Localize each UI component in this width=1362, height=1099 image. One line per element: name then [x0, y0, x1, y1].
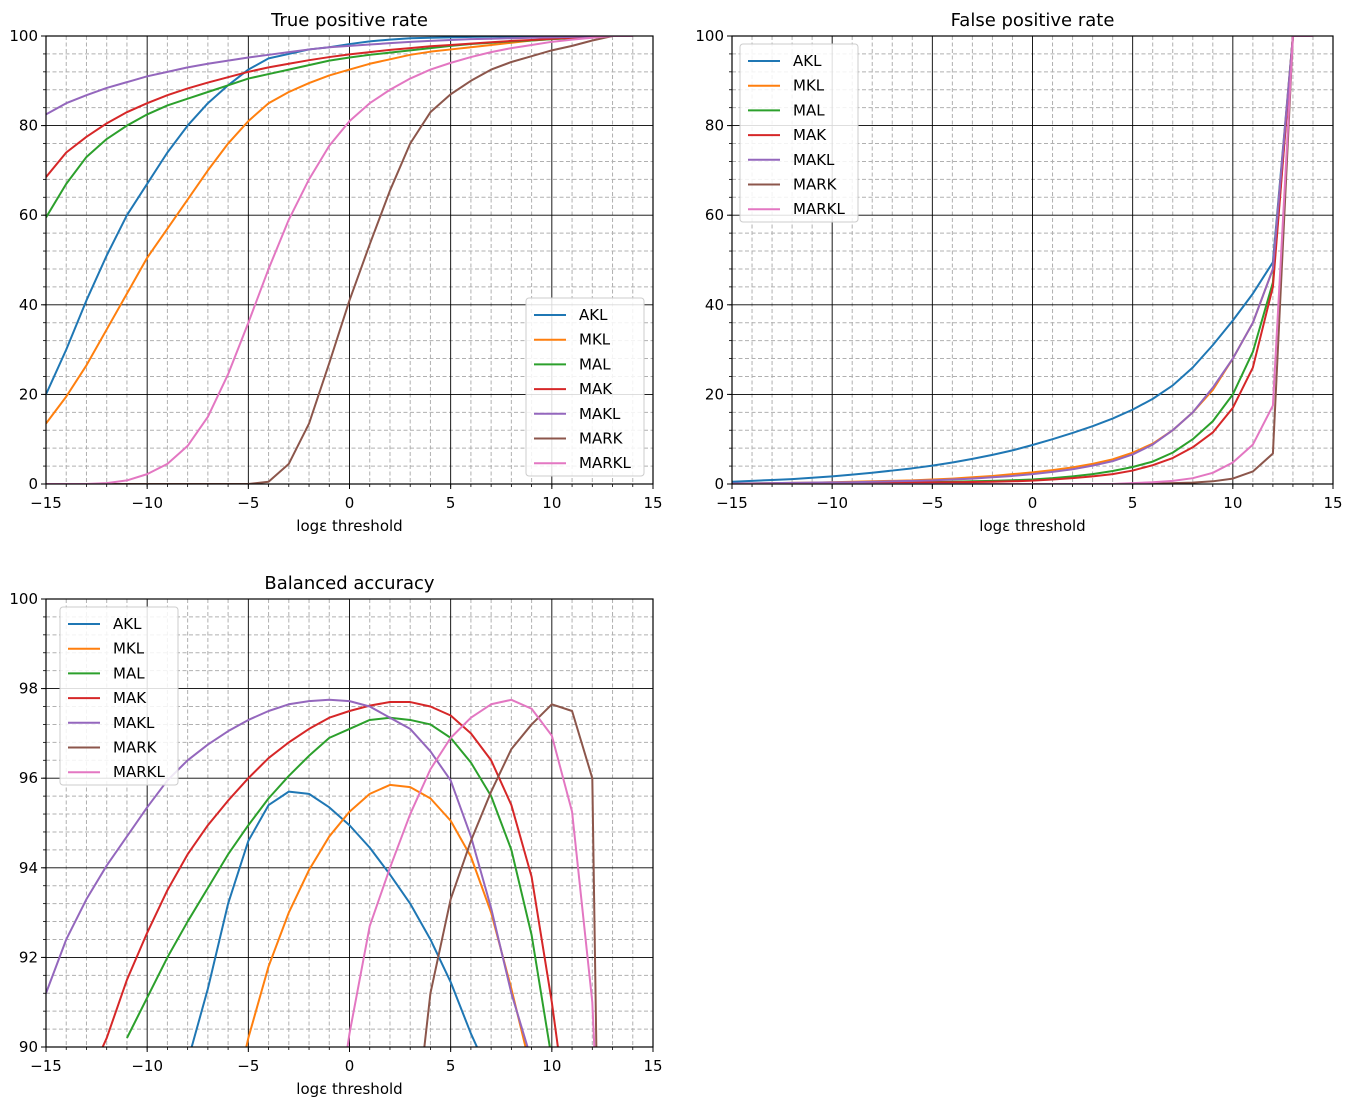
- legend-label-mark: MARK: [579, 430, 624, 448]
- legend-label-mkl: MKL: [793, 77, 825, 95]
- legend: AKL MKL MAL MAK MAKL MARK MARKL: [59, 606, 179, 786]
- legend-label-akl: AKL: [113, 615, 142, 633]
- x-tick-label: 0: [1028, 494, 1038, 512]
- y-tick-label: 0: [714, 475, 724, 493]
- x-tick-label: −10: [131, 1057, 163, 1075]
- y-tick-label: 100: [9, 590, 38, 608]
- series-line-markl: [732, 36, 1313, 484]
- y-tick-label: 60: [705, 206, 724, 224]
- legend-label-makl: MAKL: [113, 714, 155, 732]
- series-line-akl: [190, 790, 478, 1047]
- x-tick-label: 10: [542, 494, 561, 512]
- y-tick-label: 98: [19, 680, 38, 698]
- x-axis-label: logε threshold: [979, 517, 1085, 535]
- series-group: [46, 698, 598, 1047]
- legend-label-mark: MARK: [113, 739, 158, 757]
- chart-panel-2: −15 −10 −5 0 5 10 15 0 20 40 60 80 100 False positive…: [695, 10, 1342, 535]
- x-tick-label: −5: [237, 1057, 259, 1075]
- x-tick-label: −15: [30, 1057, 62, 1075]
- x-tick-label: 5: [446, 494, 456, 512]
- x-tick-label: 15: [643, 494, 662, 512]
- y-tick-label: 96: [19, 769, 38, 787]
- series-line-mak: [101, 701, 559, 1047]
- y-tick-label: 90: [19, 1038, 38, 1056]
- y-tick-label: 94: [19, 859, 38, 877]
- y-tick-label: 92: [19, 948, 38, 966]
- y-tick-label: 0: [28, 475, 38, 493]
- series-line-mark: [423, 703, 598, 1047]
- y-tick-label: 40: [19, 296, 38, 314]
- x-tick-label: 5: [1128, 494, 1138, 512]
- legend-label-makl: MAKL: [579, 405, 621, 423]
- x-tick-label: 10: [542, 1057, 561, 1075]
- legend-label-makl: MAKL: [793, 151, 835, 169]
- legend-label-mak: MAK: [579, 380, 613, 398]
- x-tick-label: −10: [131, 494, 163, 512]
- x-tick-label: 15: [643, 1057, 662, 1075]
- series-line-mal: [46, 36, 633, 218]
- series-line-markl: [46, 36, 633, 484]
- chart-title: Balanced accuracy: [264, 573, 434, 594]
- series-line-makl: [46, 698, 529, 1047]
- legend: AKL MKL MAL MAK MAKL MARK MARKL: [739, 43, 859, 223]
- legend-label-mak: MAK: [113, 689, 147, 707]
- x-axis-label: logε threshold: [296, 517, 402, 535]
- y-tick-label: 80: [19, 117, 38, 135]
- legend-box: [739, 43, 859, 223]
- y-tick-label: 20: [705, 385, 724, 403]
- x-tick-label: −5: [921, 494, 943, 512]
- x-axis-label: logε threshold: [296, 1080, 402, 1098]
- legend-label-markl: MARKL: [579, 454, 631, 472]
- series-line-makl: [732, 36, 1313, 484]
- x-tick-label: 15: [1323, 494, 1342, 512]
- legend-label-mal: MAL: [793, 101, 825, 119]
- legend-label-akl: AKL: [579, 306, 608, 324]
- y-tick-label: 100: [9, 27, 38, 45]
- y-tick-label: 100: [695, 27, 724, 45]
- x-tick-label: −5: [237, 494, 259, 512]
- legend-label-markl: MARKL: [793, 200, 845, 218]
- chart-panel-1: −15 −10 −5 0 5 10 15 0 20 40 60 80 100 True positive …: [9, 10, 662, 535]
- legend-label-mkl: MKL: [579, 331, 611, 349]
- legend-label-mal: MAL: [579, 355, 611, 373]
- legend-label-mark: MARK: [793, 176, 838, 194]
- series-line-akl: [732, 36, 1313, 483]
- x-tick-label: −10: [816, 494, 848, 512]
- x-tick-label: −15: [716, 494, 748, 512]
- series-line-mal: [126, 716, 551, 1047]
- legend-label-mal: MAL: [113, 664, 145, 682]
- series-line-mkl: [245, 783, 527, 1047]
- legend-label-akl: AKL: [793, 52, 822, 70]
- chart-panel-3: −15 −10 −5 0 5 10 15 90 92 94 96 98 100 Balanced accu…: [9, 573, 662, 1098]
- chart-title: True positive rate: [270, 10, 428, 31]
- x-tick-label: 0: [345, 1057, 355, 1075]
- x-tick-label: −15: [30, 494, 62, 512]
- series-line-markl: [346, 698, 596, 1047]
- chart-title: False positive rate: [951, 10, 1115, 31]
- legend: AKL MKL MAL MAK MAKL MARK MARKL: [525, 297, 645, 477]
- x-tick-label: 0: [345, 494, 355, 512]
- series-line-mark: [732, 36, 1313, 484]
- series-line-mak: [46, 36, 633, 178]
- legend-label-mkl: MKL: [113, 640, 145, 658]
- legend-box: [525, 297, 645, 477]
- x-tick-label: 5: [446, 1057, 456, 1075]
- y-tick-label: 40: [705, 296, 724, 314]
- legend-box: [59, 606, 179, 786]
- legend-label-mak: MAK: [793, 126, 827, 144]
- y-tick-label: 80: [705, 117, 724, 135]
- series-group: [732, 36, 1313, 484]
- y-tick-label: 60: [19, 206, 38, 224]
- series-line-makl: [46, 36, 633, 116]
- x-tick-label: 10: [1223, 494, 1242, 512]
- y-tick-label: 20: [19, 385, 38, 403]
- series-line-mark: [46, 36, 633, 484]
- legend-label-markl: MARKL: [113, 763, 165, 781]
